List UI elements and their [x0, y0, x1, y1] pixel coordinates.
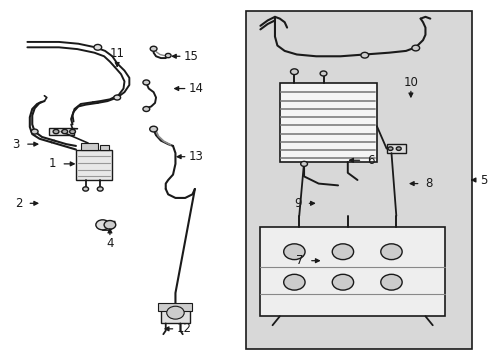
Bar — [81, 143, 98, 149]
Bar — [100, 145, 109, 149]
Bar — [49, 129, 74, 135]
Circle shape — [411, 45, 419, 51]
Text: 1: 1 — [49, 157, 56, 170]
Circle shape — [142, 80, 149, 85]
Text: 6: 6 — [366, 154, 374, 167]
Circle shape — [380, 274, 401, 290]
Circle shape — [395, 147, 400, 150]
Circle shape — [94, 44, 102, 50]
Circle shape — [53, 130, 59, 134]
Circle shape — [300, 161, 307, 166]
Circle shape — [82, 187, 88, 191]
Circle shape — [380, 244, 401, 260]
Circle shape — [31, 129, 38, 134]
Circle shape — [142, 107, 149, 112]
Circle shape — [96, 220, 109, 230]
Circle shape — [283, 274, 305, 290]
Bar — [158, 303, 192, 311]
Text: 4: 4 — [106, 237, 113, 250]
Text: 13: 13 — [188, 150, 203, 163]
Text: 3: 3 — [13, 138, 20, 150]
Text: 5: 5 — [480, 174, 487, 186]
Text: 12: 12 — [176, 322, 191, 335]
Circle shape — [290, 69, 298, 75]
Text: 9: 9 — [293, 197, 301, 210]
Bar — [76, 149, 112, 180]
Circle shape — [360, 52, 368, 58]
Bar — [279, 83, 376, 162]
Circle shape — [331, 244, 353, 260]
Circle shape — [166, 306, 184, 319]
Text: 11: 11 — [109, 47, 124, 60]
Text: 8: 8 — [425, 177, 432, 190]
Text: 14: 14 — [188, 82, 203, 95]
Circle shape — [387, 147, 392, 150]
Text: 10: 10 — [403, 76, 417, 89]
Circle shape — [62, 130, 67, 134]
Circle shape — [104, 221, 116, 229]
Bar — [161, 304, 190, 323]
Circle shape — [69, 130, 75, 134]
Circle shape — [283, 244, 305, 260]
Circle shape — [97, 187, 103, 191]
Text: 15: 15 — [183, 50, 199, 63]
Circle shape — [320, 71, 326, 76]
Bar — [260, 226, 444, 316]
Circle shape — [149, 126, 157, 132]
Text: 2: 2 — [15, 197, 22, 210]
Circle shape — [165, 53, 171, 58]
Bar — [245, 12, 470, 348]
Bar — [386, 144, 405, 153]
Circle shape — [150, 46, 157, 51]
Circle shape — [114, 95, 121, 100]
Text: 7: 7 — [296, 254, 304, 267]
Circle shape — [331, 274, 353, 290]
